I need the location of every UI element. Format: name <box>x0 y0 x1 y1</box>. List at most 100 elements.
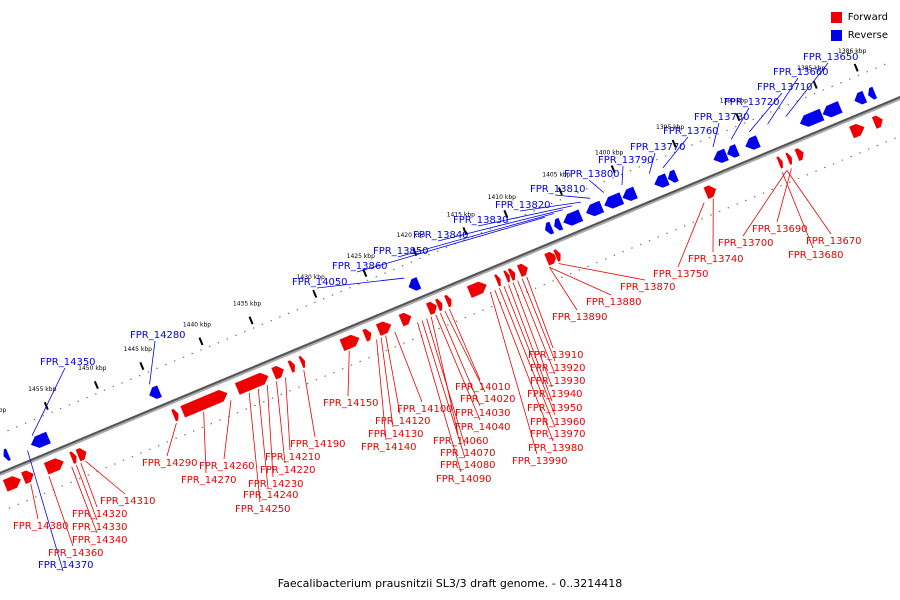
gene-arrow-body <box>443 294 453 309</box>
forward-gene-label: FPR_14340 <box>72 535 128 546</box>
leader-line <box>521 278 556 362</box>
forward-gene-label: FPR_14250 <box>235 504 291 515</box>
leader-line <box>380 337 394 428</box>
reverse-swatch <box>830 29 842 41</box>
reverse-gene-label: FPR_13850 <box>373 246 429 257</box>
forward-gene-label: FPR_14230 <box>248 479 304 490</box>
reverse-gene-arrow <box>562 208 585 227</box>
gene-arrow-body <box>170 408 180 423</box>
forward-gene-arrow <box>2 475 22 493</box>
tick-label: 1460 kbp <box>0 407 7 414</box>
tick-mark <box>312 289 318 298</box>
leader-line <box>503 286 556 416</box>
forward-swatch <box>830 11 842 23</box>
forward-gene-label: FPR_14290 <box>142 458 198 469</box>
gene-arrow-body <box>553 217 564 232</box>
reverse-gene-arrow <box>148 384 163 400</box>
leader-line <box>549 267 578 311</box>
leader-line <box>435 314 481 421</box>
leader-line <box>519 201 582 212</box>
forward-gene-label: FPR_14220 <box>260 465 316 476</box>
leader-line <box>385 335 401 415</box>
forward-gene-arrow <box>871 114 884 130</box>
forward-gene-label: FPR_14080 <box>440 460 496 471</box>
tick-mark <box>462 227 468 236</box>
forward-gene-label: FPR_13890 <box>552 312 608 323</box>
reverse-gene-label: FPR_14280 <box>130 330 186 341</box>
gene-arrow-body <box>361 328 372 343</box>
forward-gene-label: FPR_14140 <box>361 442 417 453</box>
forward-gene-label: FPR_14040 <box>455 422 511 433</box>
gene-arrow-body <box>30 430 52 449</box>
legend-forward-label: Forward <box>847 11 888 23</box>
tick-mark <box>610 165 616 174</box>
leader-line <box>662 136 689 169</box>
tick-mark <box>198 337 204 346</box>
reverse-gene-label: FPR_13650 <box>803 52 859 63</box>
gene-arrow-body <box>20 469 35 485</box>
tick-label: 1386 kbp <box>838 48 866 55</box>
forward-gene-label: FPR_13690 <box>752 224 808 235</box>
gene-arrow-body <box>799 107 826 128</box>
leader-line <box>786 170 832 235</box>
leader-line <box>730 107 750 140</box>
gene-arrow-body <box>338 334 361 352</box>
leader-line <box>80 462 98 508</box>
reverse-gene-label: FPR_13720 <box>724 97 780 108</box>
forward-gene-arrow <box>543 251 558 267</box>
gene-arrow-body <box>702 184 717 200</box>
leader-line <box>426 318 466 447</box>
leader-line <box>776 168 792 223</box>
gene-arrow-body <box>653 172 671 189</box>
tick-mark <box>139 361 145 371</box>
tick-label: 1415 kbp <box>447 211 475 218</box>
tick-label: 1425 kbp <box>347 253 375 260</box>
gene-arrow-body <box>667 168 680 184</box>
gene-arrow-body <box>407 276 423 292</box>
leader-line <box>621 165 624 186</box>
forward-gene-label: FPR_14210 <box>265 452 321 463</box>
forward-gene-label: FPR_13970 <box>530 429 586 440</box>
gene-arrow-body <box>712 147 730 164</box>
forward-gene-arrow <box>270 365 285 381</box>
tick-label: 1385 kbp <box>797 65 825 72</box>
forward-gene-label: FPR_13930 <box>530 376 586 387</box>
gene-arrow-body <box>775 155 784 170</box>
reverse-gene-label: FPR_13800 <box>564 169 620 180</box>
leader-line <box>430 316 459 435</box>
gene-arrow-body <box>493 273 502 288</box>
axis-ticks: 1386 kbp 1385 kbp 1390 kbp 1395 kbp 1400 kbp… <box>0 48 866 414</box>
tick-label: 1400 kbp <box>595 149 623 156</box>
forward-gene-arrow <box>784 151 793 166</box>
forward-gene-label: FPR_13750 <box>653 269 709 280</box>
leader-line <box>749 92 783 133</box>
leader-line <box>75 464 98 521</box>
forward-gene-label: FPR_13950 <box>527 403 583 414</box>
forward-gene-arrow <box>397 312 413 328</box>
gene-arrow-body <box>466 280 488 299</box>
leader-line <box>677 202 705 268</box>
forward-gene-label: FPR_14010 <box>455 382 511 393</box>
reverse-gene-label: FPR_13810 <box>530 184 586 195</box>
forward-gene-label: FPR_13980 <box>528 443 584 454</box>
gene-arrow-body <box>867 85 878 101</box>
forward-gene-arrow <box>375 320 393 337</box>
reverse-track-dots <box>0 61 892 435</box>
forward-gene-arrow <box>443 294 453 309</box>
gene-arrow-body <box>507 267 516 282</box>
reverse-gene-arrow <box>667 168 680 184</box>
forward-gene-arrow <box>507 267 516 282</box>
reverse-gene-label: FPR_14050 <box>292 277 348 288</box>
forward-gene-label: FPR_14380 <box>13 521 69 532</box>
forward-gene-arrow <box>793 147 805 162</box>
tick-mark <box>248 316 254 325</box>
leader-line <box>785 62 829 117</box>
gene-arrow-body <box>516 263 529 278</box>
leader-line <box>31 367 66 436</box>
forward-gene-arrow <box>68 450 78 465</box>
forward-gene-arrow <box>338 334 361 352</box>
forward-gene-arrow <box>702 184 717 200</box>
reverse-gene-arrow <box>603 191 625 210</box>
leader-line <box>376 339 387 441</box>
gene-arrow-body <box>744 134 762 151</box>
